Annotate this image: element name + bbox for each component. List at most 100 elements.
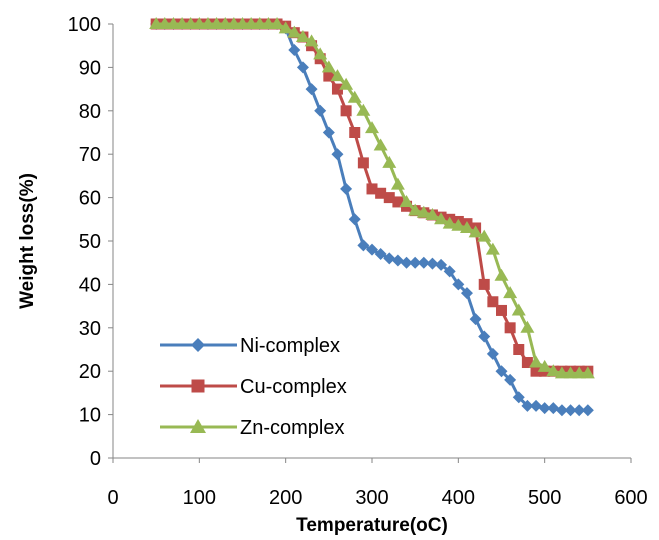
data-point	[513, 344, 525, 355]
y-tick-label: 80	[79, 101, 101, 123]
data-point	[485, 242, 500, 255]
data-point	[504, 322, 516, 334]
data-point	[295, 30, 310, 43]
data-point	[503, 286, 518, 299]
data-point	[323, 70, 335, 82]
x-tick-label: 300	[355, 487, 388, 509]
data-point	[375, 187, 387, 199]
x-tick-label: 400	[442, 487, 475, 509]
series-ni-complex	[150, 18, 594, 417]
data-point	[288, 44, 301, 57]
data-point	[366, 243, 378, 256]
data-point	[494, 268, 509, 281]
x-tick-label: 100	[183, 487, 216, 509]
y-tick-label: 90	[79, 57, 101, 79]
legend-label: Ni-complex	[240, 335, 340, 357]
data-point	[322, 126, 335, 139]
legend-label: Cu-complex	[240, 376, 347, 398]
data-point	[486, 347, 499, 360]
legend: Ni-complex Cu-complex Zn-complex	[160, 335, 347, 439]
data-point	[511, 303, 526, 316]
data-point	[580, 366, 595, 379]
y-tick-label: 70	[79, 144, 101, 166]
data-point	[512, 391, 525, 404]
data-point	[538, 402, 551, 415]
data-point	[452, 278, 465, 291]
y-axis-title: Weight loss(%)	[17, 173, 38, 309]
x-tick-label: 600	[614, 487, 647, 509]
legend-swatch-marker	[191, 338, 205, 352]
data-point	[409, 256, 422, 269]
data-point	[374, 248, 387, 261]
series-zn-complex	[149, 17, 595, 379]
data-point	[546, 364, 561, 377]
data-point	[460, 287, 473, 300]
data-point	[478, 278, 490, 290]
data-point	[478, 330, 491, 343]
data-point	[339, 77, 354, 90]
data-point	[434, 212, 449, 225]
data-point	[530, 365, 542, 377]
y-tick-label: 60	[79, 188, 101, 210]
legend-label: Zn-complex	[240, 417, 344, 439]
y-tick-label: 0	[90, 448, 101, 470]
legend-swatch-marker	[190, 419, 206, 433]
data-point	[296, 61, 309, 74]
legend-swatch-marker	[191, 379, 205, 393]
data-point	[366, 183, 378, 195]
data-point	[348, 213, 361, 226]
data-point	[573, 404, 586, 417]
data-point	[529, 355, 544, 368]
data-point	[347, 90, 362, 103]
data-point	[399, 194, 414, 207]
data-point	[287, 25, 302, 38]
data-point	[537, 359, 552, 372]
y-tick-label: 10	[79, 405, 101, 427]
data-point	[477, 229, 492, 242]
y-tick-label: 30	[79, 318, 101, 340]
axes	[108, 23, 632, 463]
data-point	[349, 127, 361, 138]
data-point	[391, 254, 404, 267]
data-point	[408, 203, 423, 216]
data-point	[451, 218, 466, 231]
data-point	[487, 296, 499, 308]
data-point	[356, 103, 371, 116]
legend-item: Cu-complex	[160, 376, 347, 398]
x-axis-title: Temperature(oC)	[296, 515, 448, 535]
data-point	[357, 239, 370, 252]
data-point	[331, 83, 343, 95]
data-point	[383, 252, 396, 265]
data-point	[426, 257, 439, 270]
data-point	[383, 192, 395, 204]
data-point	[278, 21, 293, 34]
data-point	[321, 60, 336, 73]
data-point	[547, 402, 560, 415]
data-point	[382, 155, 397, 168]
data-point	[530, 399, 543, 412]
data-point	[555, 404, 568, 417]
data-point	[305, 83, 318, 96]
data-point	[314, 104, 327, 117]
data-point	[435, 258, 448, 271]
y-tick-label: 50	[79, 231, 101, 253]
tick-labels: 0 10 20 30 40 50 60 70 80 90 100 0 100 200 300 400 500 60…	[68, 14, 648, 509]
data-point	[313, 47, 328, 60]
data-point	[469, 313, 482, 326]
data-point	[442, 216, 457, 229]
legend-item: Zn-complex	[160, 417, 344, 439]
data-point	[564, 404, 577, 417]
data-point	[496, 304, 507, 316]
legend-item: Ni-complex	[160, 335, 340, 357]
y-tick-label: 20	[79, 361, 101, 383]
data-point	[495, 365, 508, 378]
data-point	[330, 69, 345, 82]
data-point	[392, 196, 404, 208]
x-tick-label: 500	[528, 487, 561, 509]
series-line	[156, 22, 588, 375]
data-point	[270, 17, 285, 29]
data-point	[400, 256, 413, 269]
y-tick-label: 40	[79, 274, 101, 296]
data-point	[521, 399, 534, 412]
